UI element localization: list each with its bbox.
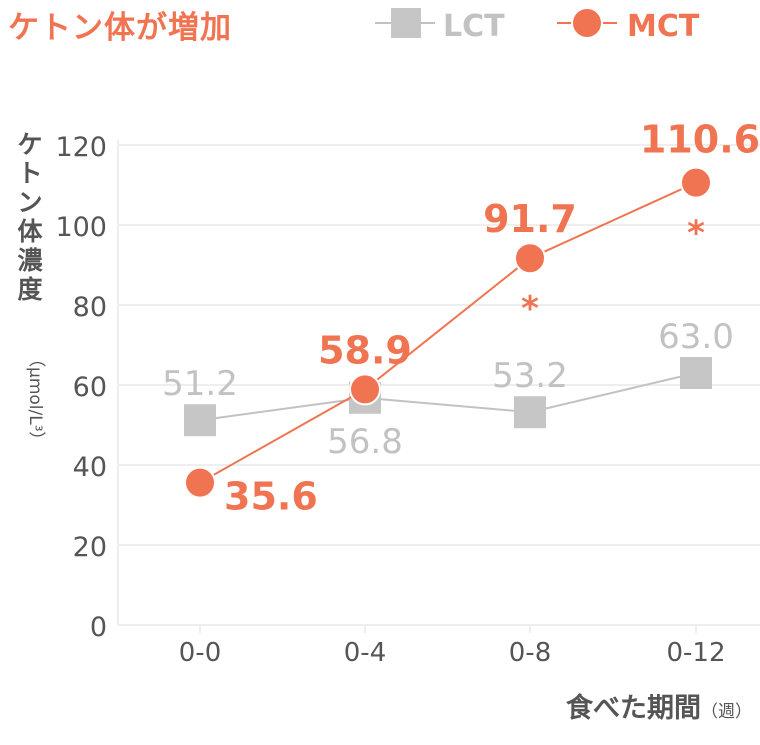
lct-data-point	[514, 396, 546, 429]
chart-title: ケトン体が増加	[8, 10, 232, 46]
y-tick-label: 0	[90, 612, 107, 643]
y-tick-label: 20	[73, 532, 107, 563]
mct-data-point	[349, 373, 381, 406]
y-tick-label: 80	[73, 292, 107, 323]
significance-asterisk: *	[521, 289, 539, 329]
legend-mct-label: MCT	[627, 9, 700, 44]
y-tick-label: 100	[55, 212, 107, 243]
y-axis-label-char: ケ	[17, 130, 43, 159]
legend: LCT MCT	[375, 7, 700, 44]
y-axis-label-char: ン	[17, 188, 43, 217]
y-tick-label: 60	[73, 372, 107, 403]
mct-value-label: 110.6	[640, 118, 760, 162]
y-tick-label: 40	[73, 452, 107, 483]
y-tick-label: 120	[55, 132, 107, 163]
lct-data-point	[184, 404, 216, 437]
mct-value-label: 91.7	[483, 197, 577, 241]
x-tick-label: 0-4	[344, 638, 386, 668]
y-axis-label: ケトン体濃度	[12, 130, 48, 304]
mct-data-point	[184, 466, 216, 499]
y-axis-label-char: ト	[17, 159, 43, 188]
lct-value-label: 53.2	[492, 356, 568, 396]
legend-lct-label: LCT	[443, 9, 505, 44]
y-axis-label-char: 体	[17, 217, 43, 246]
legend-mct-marker	[571, 7, 603, 39]
x-axis-label: 食べた期間（週）	[566, 686, 752, 725]
y-axis-label-char: 濃	[17, 246, 43, 275]
lct-value-label: 56.8	[327, 422, 403, 462]
y-axis-unit: （μmol/L³）	[25, 350, 45, 449]
mct-value-label: 35.6	[224, 475, 318, 519]
mct-value-label: 58.9	[318, 328, 412, 372]
significance-asterisk: *	[687, 214, 705, 254]
mct-series-line	[199, 181, 697, 484]
y-axis-label-char: 度	[17, 275, 43, 304]
lct-data-point	[680, 357, 712, 389]
lct-value-label: 63.0	[658, 317, 734, 357]
x-axis-title: 食べた期間	[566, 693, 701, 724]
x-tick-label: 0-0	[179, 638, 221, 668]
legend-lct-marker	[391, 8, 421, 38]
mct-data-point	[680, 166, 712, 199]
mct-data-point	[514, 242, 546, 275]
x-axis-unit: （週）	[701, 702, 752, 722]
x-tick-label: 0-8	[509, 638, 551, 668]
lct-value-label: 51.2	[162, 364, 238, 404]
x-tick-label: 0-12	[666, 638, 725, 668]
lct-series-line	[199, 372, 697, 422]
